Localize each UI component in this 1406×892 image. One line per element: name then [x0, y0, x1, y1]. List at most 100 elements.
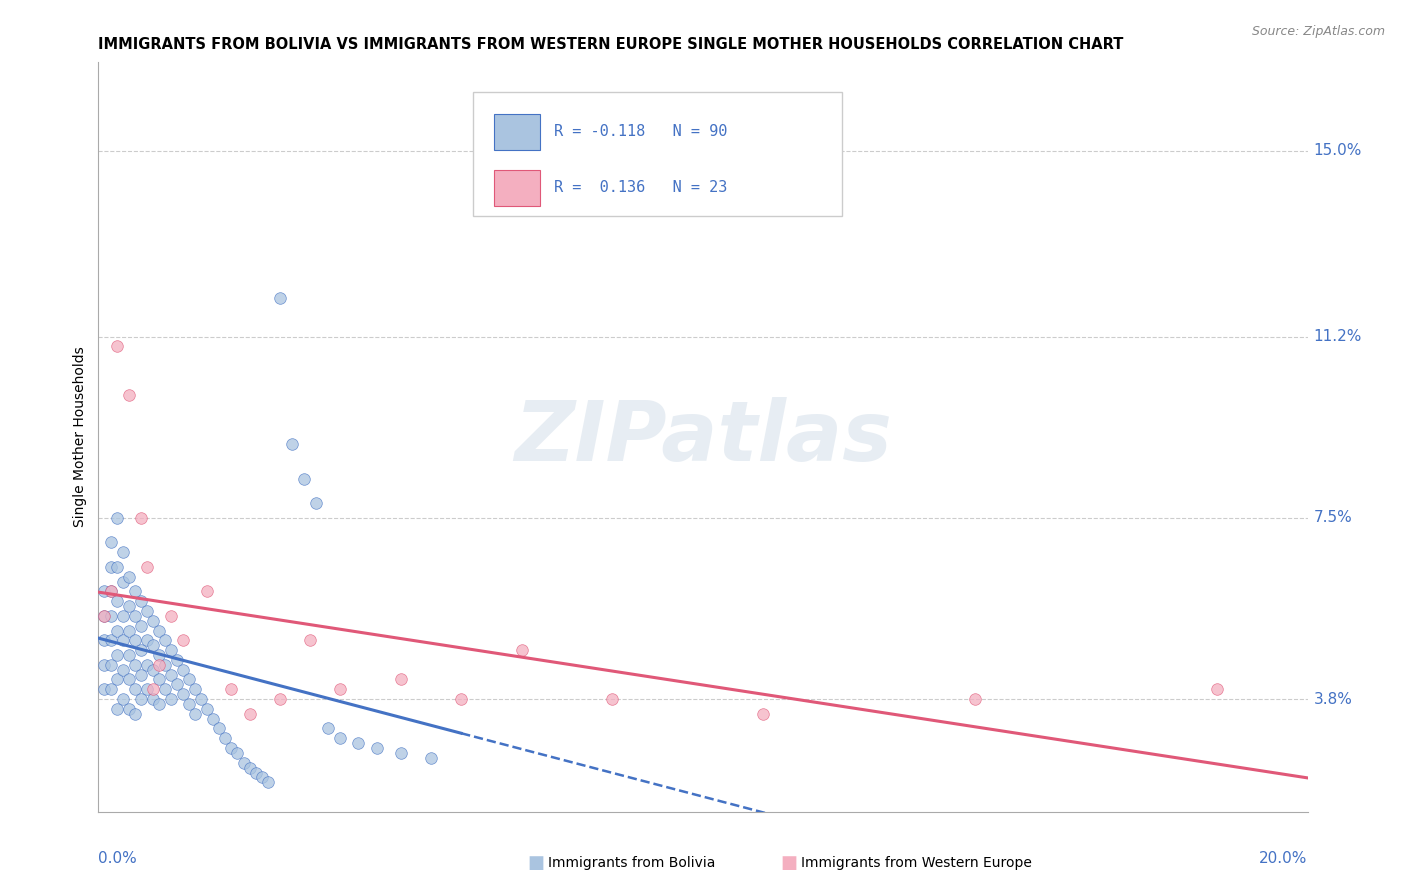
Point [105, 624, 128, 638]
Text: ZIPatlas: ZIPatlas [515, 397, 891, 477]
Point [179, 697, 201, 711]
Text: IMMIGRANTS FROM BOLIVIA VS IMMIGRANTS FROM WESTERN EUROPE SINGLE MOTHER HOUSEHOL: IMMIGRANTS FROM BOLIVIA VS IMMIGRANTS FR… [98, 37, 1123, 52]
Point [239, 761, 262, 775]
Point [142, 614, 165, 628]
Point [118, 673, 141, 687]
Point [305, 496, 328, 510]
Point [190, 692, 212, 706]
Text: Immigrants from Western Europe: Immigrants from Western Europe [801, 856, 1032, 871]
Point [389, 673, 412, 687]
Point [93, 584, 115, 599]
Text: 20.0%: 20.0% [1260, 851, 1308, 866]
Point [184, 706, 207, 721]
Point [105, 648, 128, 662]
Point [142, 663, 165, 677]
Point [111, 574, 134, 589]
Point [245, 765, 267, 780]
Point [100, 633, 122, 648]
Point [111, 608, 134, 623]
Point [93, 657, 115, 672]
Point [221, 741, 243, 756]
Text: 0.0%: 0.0% [98, 851, 138, 866]
Point [118, 569, 141, 583]
Point [221, 682, 243, 697]
Point [93, 608, 115, 623]
Point [111, 633, 134, 648]
Point [965, 692, 987, 706]
Point [153, 633, 176, 648]
Point [184, 682, 207, 697]
Point [329, 682, 352, 697]
Point [93, 682, 115, 697]
Point [148, 697, 170, 711]
Point [166, 677, 188, 691]
Point [269, 692, 291, 706]
Bar [494, 169, 540, 205]
Point [202, 712, 225, 726]
Point [153, 657, 176, 672]
FancyBboxPatch shape [474, 93, 842, 216]
Point [105, 559, 128, 574]
Point [124, 633, 146, 648]
Point [256, 775, 278, 789]
Point [347, 736, 370, 750]
Point [281, 437, 304, 451]
Point [214, 731, 236, 746]
Point [148, 648, 170, 662]
Point [172, 687, 194, 701]
Point [124, 682, 146, 697]
Point [124, 657, 146, 672]
Point [129, 594, 152, 608]
Point [135, 559, 157, 574]
Point [100, 608, 122, 623]
Point [118, 624, 141, 638]
Point [179, 673, 201, 687]
Point [166, 653, 188, 667]
Text: ■: ■ [527, 855, 544, 872]
Point [329, 731, 352, 746]
Point [118, 648, 141, 662]
Y-axis label: Single Mother Households: Single Mother Households [73, 347, 87, 527]
Point [105, 702, 128, 716]
Point [100, 584, 122, 599]
Point [226, 746, 249, 760]
Point [142, 682, 165, 697]
Point [172, 663, 194, 677]
Text: 15.0%: 15.0% [1313, 143, 1362, 158]
Point [1206, 682, 1229, 697]
Point [142, 638, 165, 652]
Point [510, 643, 533, 657]
Point [195, 702, 218, 716]
Point [160, 667, 183, 681]
Point [450, 692, 472, 706]
Text: Source: ZipAtlas.com: Source: ZipAtlas.com [1251, 25, 1385, 38]
Point [100, 559, 122, 574]
Point [93, 633, 115, 648]
Point [232, 756, 254, 770]
Point [135, 604, 157, 618]
Point [160, 643, 183, 657]
Point [135, 657, 157, 672]
Point [93, 608, 115, 623]
Point [389, 746, 412, 760]
Point [316, 722, 339, 736]
Point [118, 702, 141, 716]
Point [172, 633, 194, 648]
Point [118, 599, 141, 613]
Point [124, 584, 146, 599]
Point [129, 618, 152, 632]
Point [292, 472, 315, 486]
Point [105, 594, 128, 608]
Point [195, 584, 218, 599]
Point [135, 682, 157, 697]
Text: 11.2%: 11.2% [1313, 329, 1362, 344]
Point [118, 388, 141, 402]
Point [105, 511, 128, 525]
Point [366, 741, 388, 756]
Text: Immigrants from Bolivia: Immigrants from Bolivia [548, 856, 716, 871]
Text: ■: ■ [780, 855, 797, 872]
Point [160, 692, 183, 706]
Point [111, 692, 134, 706]
Point [142, 692, 165, 706]
Text: 7.5%: 7.5% [1313, 510, 1353, 525]
